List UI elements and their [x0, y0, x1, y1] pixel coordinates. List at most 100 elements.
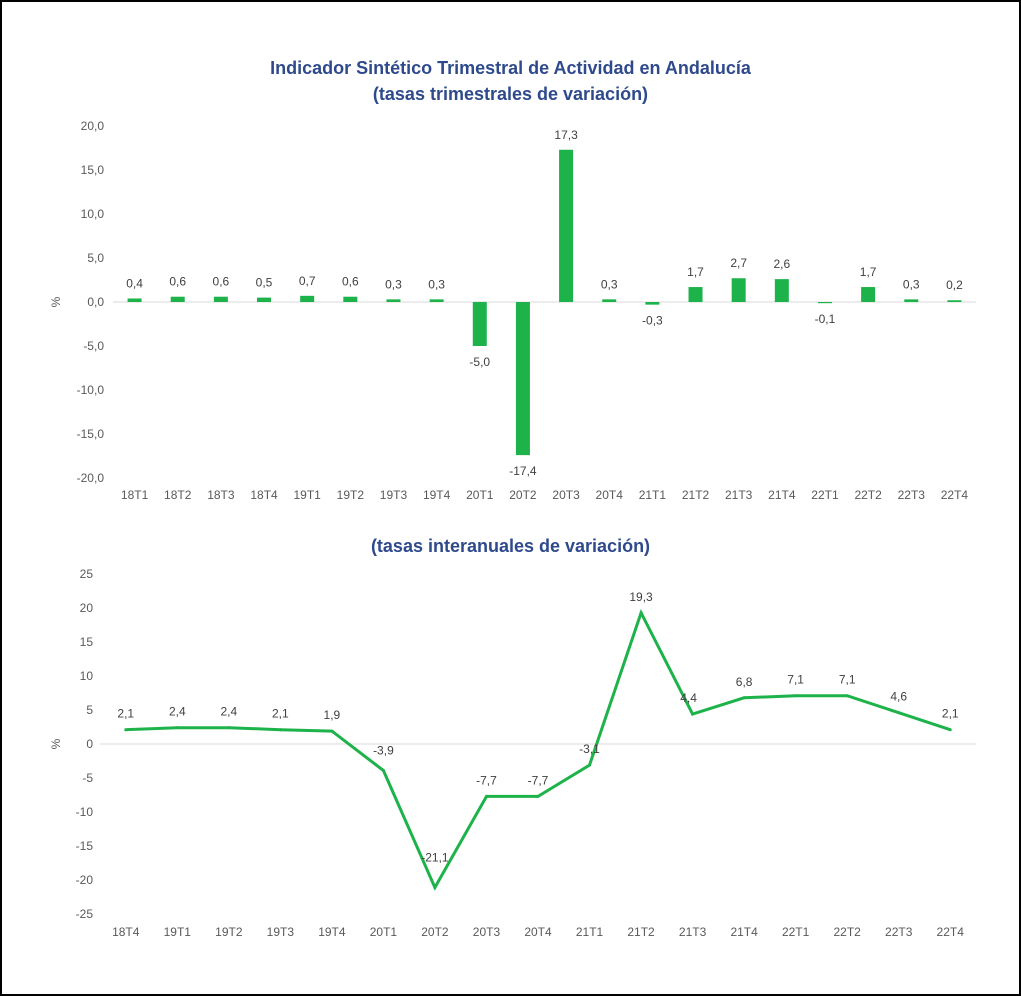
x-tick-label: 22T2	[854, 488, 882, 502]
chart-title: Indicador Sintético Trimestral de Activi…	[270, 58, 751, 78]
bar	[774, 279, 789, 302]
line-point	[639, 611, 643, 615]
line-data-label: 2,1	[272, 707, 289, 721]
y-tick-label: 10	[80, 669, 94, 683]
bar-data-label: 0,2	[946, 278, 963, 292]
series-line	[125, 608, 951, 891]
bar-data-label: 0,4	[126, 276, 143, 290]
bar	[472, 302, 487, 346]
y-tick-label: -5,0	[83, 339, 104, 353]
y-tick-label: -15,0	[77, 427, 105, 441]
x-tick-label: 21T3	[679, 925, 707, 939]
y-tick-label: 20	[80, 601, 94, 615]
bar	[861, 287, 876, 302]
y-tick-label: 25	[80, 567, 94, 581]
bar	[645, 302, 660, 305]
x-tick-label: 21T2	[682, 488, 710, 502]
bar-data-label: 0,3	[428, 277, 445, 291]
x-tick-label: 19T1	[293, 488, 321, 502]
bar-data-label: 0,3	[601, 277, 618, 291]
x-tick-label: 20T4	[596, 488, 624, 502]
y-tick-label: 20,0	[81, 119, 105, 133]
y-tick-label: -25	[76, 907, 94, 921]
line-point	[948, 728, 952, 732]
x-tick-label: 19T3	[380, 488, 408, 502]
y-axis-label: %	[49, 296, 63, 307]
x-tick-label: 22T2	[833, 925, 861, 939]
line-data-label: -3,9	[373, 744, 394, 758]
bar-data-label: -0,1	[815, 312, 836, 326]
line-point	[484, 794, 488, 798]
x-tick-label: 21T4	[730, 925, 758, 939]
line-point	[381, 769, 385, 773]
x-tick-label: 18T1	[121, 488, 149, 502]
x-tick-label: 20T4	[524, 925, 552, 939]
line-point	[691, 712, 695, 716]
x-tick-label: 20T2	[421, 925, 449, 939]
line-data-label: -7,7	[528, 773, 549, 787]
x-tick-label: 18T2	[164, 488, 192, 502]
bar	[386, 299, 401, 302]
bar-data-label: 1,7	[687, 265, 704, 279]
x-tick-label: 20T3	[473, 925, 501, 939]
y-tick-label: 5,0	[87, 251, 104, 265]
bar-data-label: 0,3	[903, 277, 920, 291]
y-axis-label: %	[49, 738, 63, 749]
x-tick-label: 20T2	[509, 488, 537, 502]
bar	[515, 302, 530, 456]
x-tick-label: 19T2	[215, 925, 243, 939]
bar-data-label: 0,3	[385, 277, 402, 291]
x-tick-label: 20T1	[466, 488, 494, 502]
x-tick-label: 21T1	[639, 488, 667, 502]
line-data-label: -21,1	[421, 850, 449, 864]
chart2-title: (tasas interanuales de variación)	[370, 536, 651, 556]
x-tick-label: 20T1	[370, 925, 398, 939]
line-point	[794, 694, 798, 698]
x-tick-label: 22T1	[782, 925, 810, 939]
line-data-label: -7,7	[476, 773, 497, 787]
line-point	[124, 728, 128, 732]
y-tick-label: 15,0	[81, 163, 105, 177]
x-tick-label: 21T4	[768, 488, 796, 502]
bar-chart: -20,0 -15,0 -10,0 -5,0 0,0 5,0 10,0 15,0 20,0% 0,…	[49, 119, 976, 502]
bar-data-label: -0,3	[642, 314, 663, 328]
line-point	[278, 728, 282, 732]
x-tick-label: 19T2	[337, 488, 365, 502]
y-tick-label: 5	[86, 703, 93, 717]
y-tick-label: -20,0	[77, 471, 105, 485]
line-data-label: 6,8	[736, 675, 753, 689]
x-tick-label: 19T3	[267, 925, 295, 939]
y-tick-label: -10	[76, 805, 94, 819]
bar-data-label: -5,0	[469, 355, 490, 369]
bar	[947, 300, 962, 302]
bar-data-label: -17,4	[509, 464, 537, 478]
x-tick-label: 19T4	[423, 488, 451, 502]
bar-data-label: 0,7	[299, 274, 316, 288]
bar-data-label: 2,7	[730, 256, 747, 270]
y-tick-label: -5	[82, 771, 93, 785]
x-tick-label: 19T1	[164, 925, 192, 939]
bar	[904, 299, 919, 302]
line-chart: -25 -20 -15 -10 -5 0 5 10 15 20 25% 2,1 18T4 2,4 19T1 2…	[49, 567, 976, 939]
x-tick-label: 22T4	[937, 925, 965, 939]
line-point	[536, 794, 540, 798]
line-data-label: 4,6	[890, 690, 907, 704]
bar-data-label: 0,6	[342, 275, 359, 289]
x-tick-label: 22T1	[811, 488, 839, 502]
x-tick-label: 18T4	[250, 488, 278, 502]
bar	[731, 278, 746, 302]
bar	[559, 149, 574, 302]
bar	[817, 302, 832, 304]
y-tick-label: 10,0	[81, 207, 105, 221]
bar-data-label: 0,6	[213, 275, 230, 289]
line-point	[742, 696, 746, 700]
line-data-label: 19,3	[629, 590, 653, 604]
line-data-label: 7,1	[839, 673, 856, 687]
line-data-label: 2,1	[117, 707, 134, 721]
line-point	[433, 885, 437, 889]
line-data-label: 2,4	[220, 705, 237, 719]
line-point	[897, 711, 901, 715]
x-tick-label: 20T3	[552, 488, 580, 502]
line-point	[588, 763, 592, 767]
